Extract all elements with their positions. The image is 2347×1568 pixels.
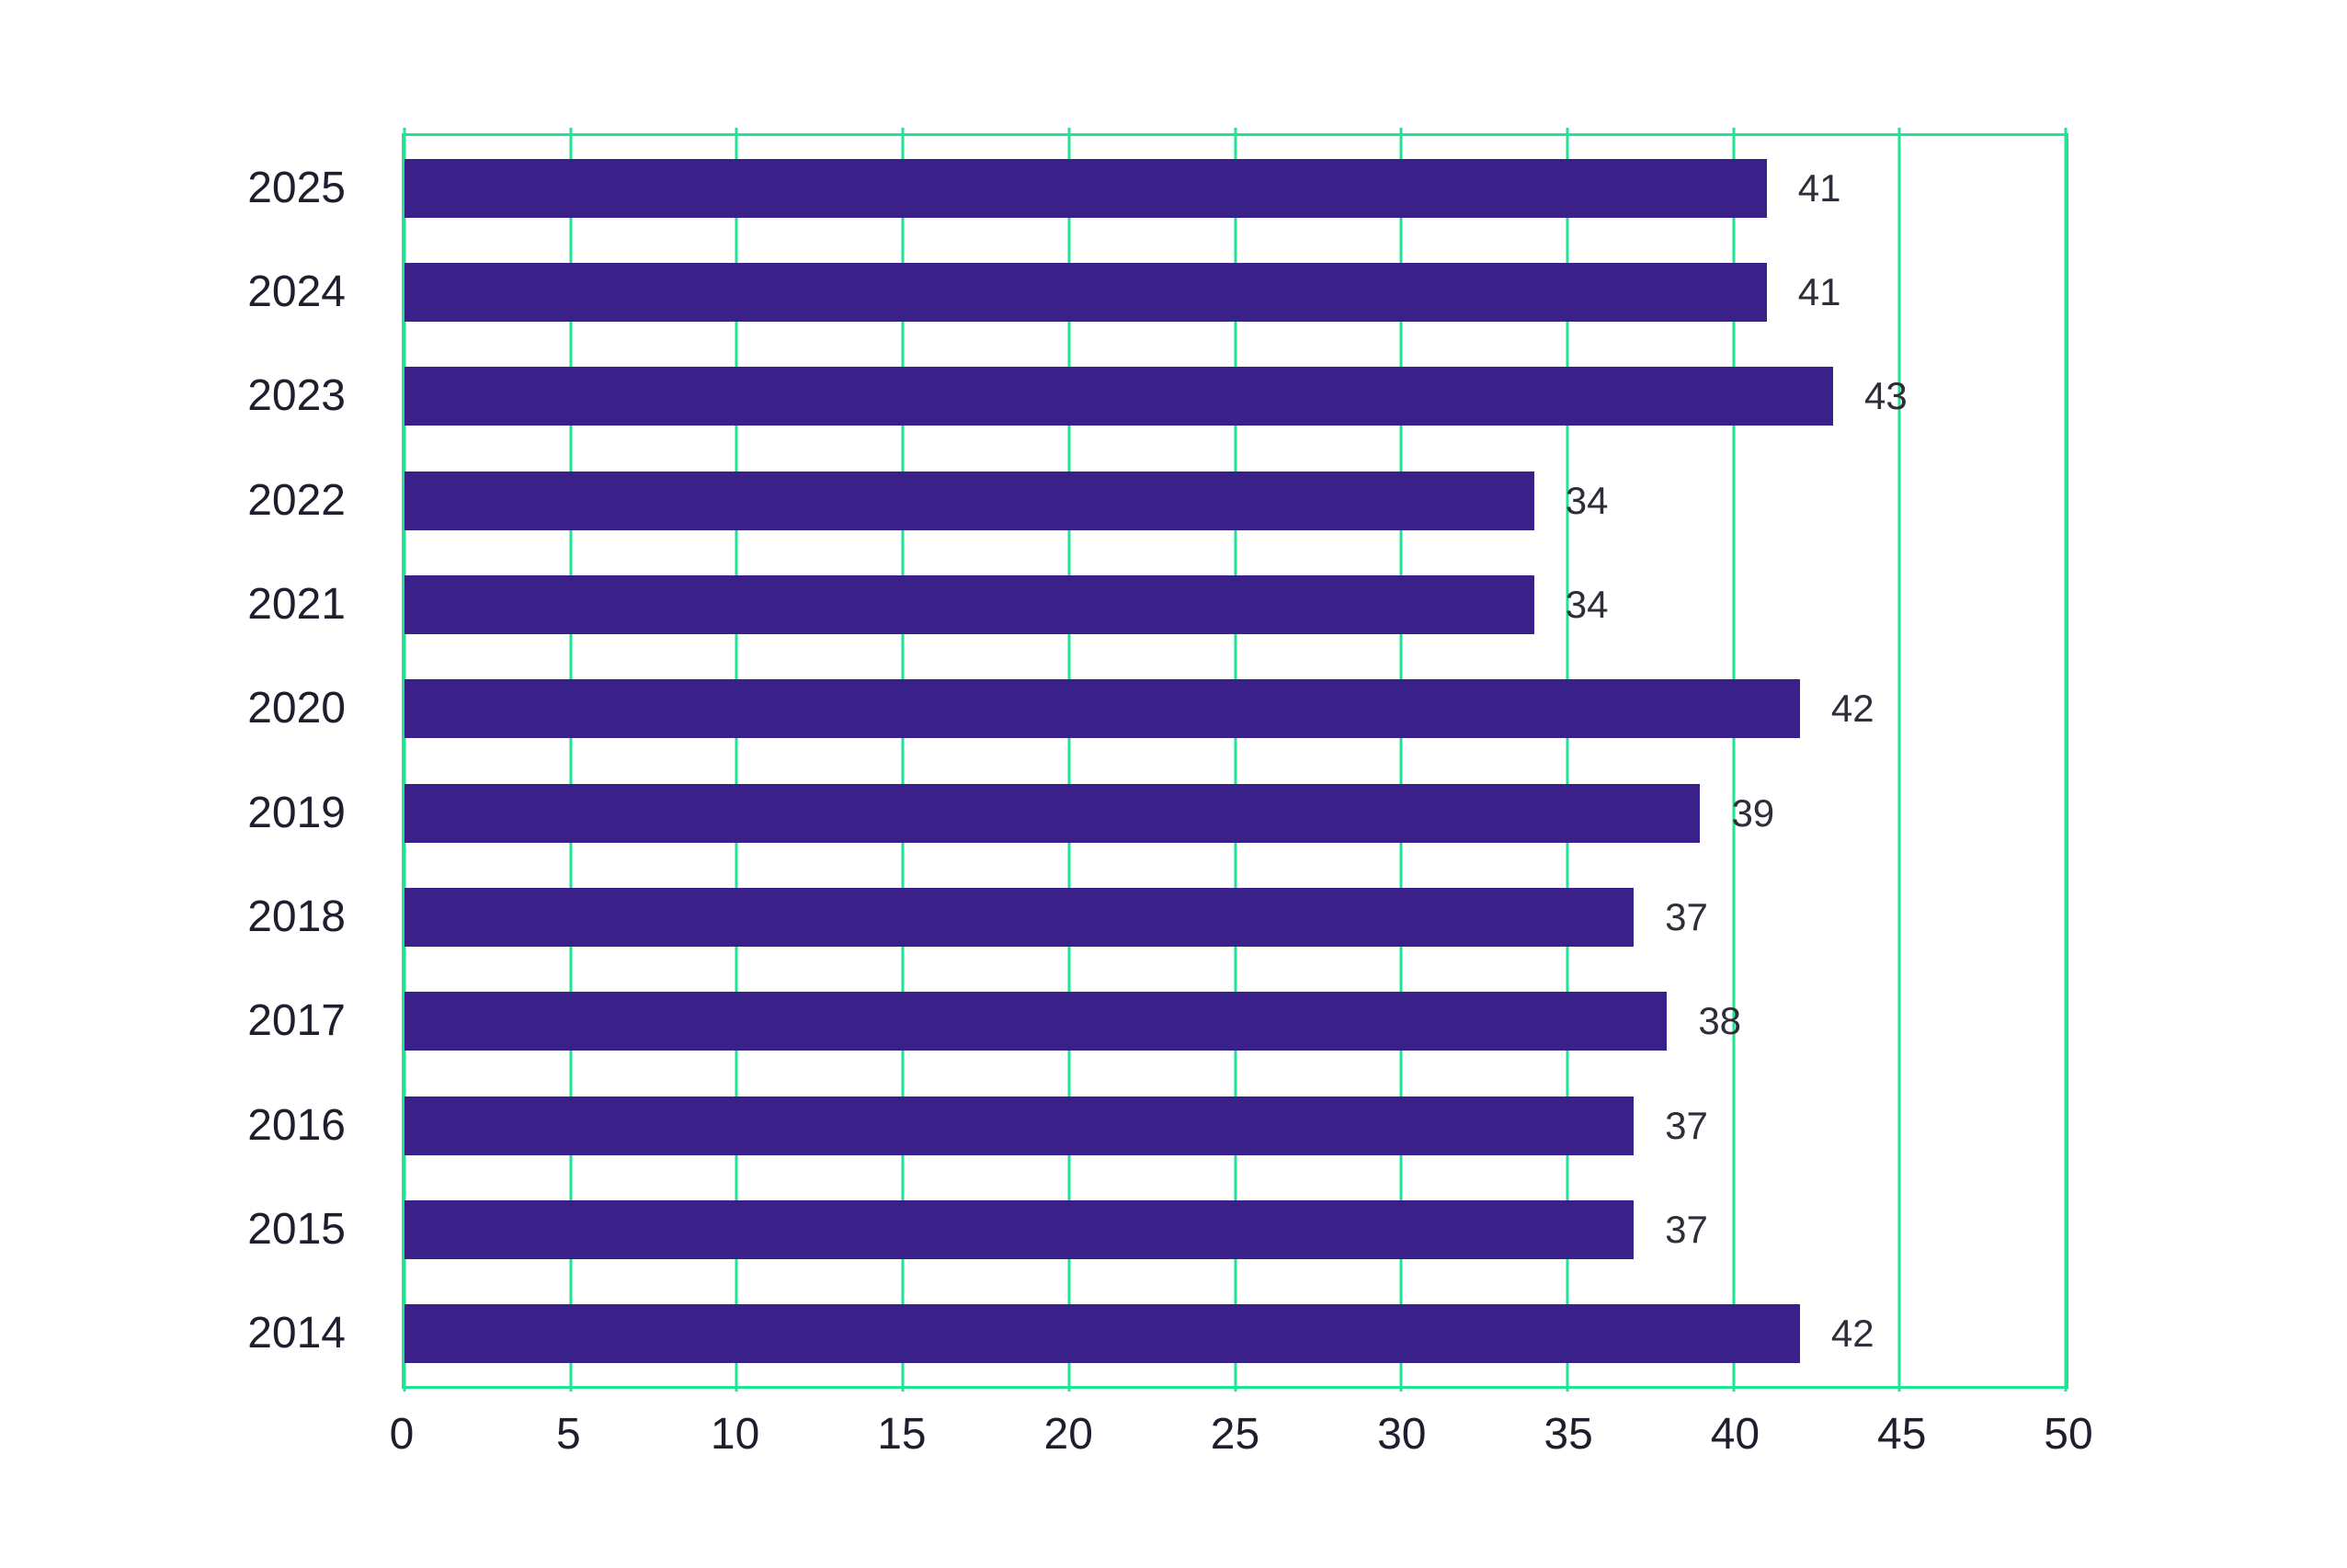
x-axis-tick-label: 30 bbox=[1377, 1410, 1427, 1459]
bar-value-label: 41 bbox=[1797, 165, 1841, 210]
gridline bbox=[1067, 128, 1071, 1392]
bar-rows: 2025 41 2024 41 2023 43 2022 34 2021 34 2020 42 2019… bbox=[247, 136, 2066, 1386]
y-axis-label: 2023 bbox=[247, 371, 346, 421]
bar-value-label: 37 bbox=[1665, 1207, 1708, 1251]
gridline bbox=[1732, 128, 1736, 1392]
gridline bbox=[1234, 128, 1236, 1392]
bar bbox=[404, 1304, 1800, 1364]
y-axis-label: 2018 bbox=[247, 892, 346, 941]
y-axis-label: 2017 bbox=[247, 996, 346, 1046]
bar bbox=[404, 471, 1534, 530]
bar-row: 2018 37 bbox=[247, 865, 2066, 969]
x-axis-tick-label: 5 bbox=[555, 1410, 581, 1459]
gridline bbox=[735, 128, 738, 1392]
x-axis-tick-label: 40 bbox=[1710, 1410, 1760, 1459]
gridline bbox=[569, 128, 573, 1392]
plot-area: 2025 41 2024 41 2023 43 2022 34 2021 34 2020 42 2019… bbox=[247, 128, 2068, 1392]
bar-value-label: 37 bbox=[1665, 894, 1708, 938]
gridline bbox=[901, 128, 905, 1392]
bar bbox=[404, 1096, 1635, 1155]
bar bbox=[404, 574, 1534, 634]
x-axis: 0 5 10 15 20 25 30 35 40 45 50 bbox=[390, 1389, 2093, 1499]
bar-row: 2021 34 bbox=[247, 552, 2066, 656]
bar-value-label: 34 bbox=[1565, 582, 1609, 626]
bar-value-label: 39 bbox=[1731, 790, 1775, 835]
x-axis-tick-label: 10 bbox=[710, 1410, 760, 1459]
y-axis-label: 2020 bbox=[247, 684, 346, 733]
bar-row: 2015 37 bbox=[247, 1177, 2066, 1281]
x-axis-tick-label: 45 bbox=[1876, 1410, 1927, 1459]
bar bbox=[404, 783, 1701, 843]
y-axis-label: 2022 bbox=[247, 475, 346, 525]
gridline bbox=[2064, 128, 2068, 1392]
bar bbox=[404, 262, 1767, 322]
bar-value-label: 42 bbox=[1830, 1312, 1874, 1356]
bar-value-label: 34 bbox=[1565, 478, 1609, 522]
gridlines bbox=[403, 128, 2068, 1392]
y-axis-label: 2019 bbox=[247, 788, 346, 837]
gridline bbox=[1897, 128, 1901, 1392]
bar-row: 2017 38 bbox=[247, 970, 2066, 1074]
bar-value-label: 43 bbox=[1864, 374, 1908, 418]
bar bbox=[404, 992, 1668, 1051]
bar-row: 2019 39 bbox=[247, 761, 2066, 865]
bar bbox=[404, 887, 1635, 947]
x-axis-tick-label: 50 bbox=[2044, 1410, 2093, 1459]
bar-value-label: 37 bbox=[1665, 1103, 1708, 1147]
bar-row: 2025 41 bbox=[247, 136, 2066, 240]
gridline bbox=[403, 128, 406, 1392]
y-axis-label: 2021 bbox=[247, 579, 346, 629]
x-axis-tick-label: 35 bbox=[1544, 1410, 1593, 1459]
bar bbox=[404, 1199, 1635, 1259]
x-axis-tick-label: 0 bbox=[389, 1410, 415, 1459]
x-axis-tick-label: 15 bbox=[877, 1410, 927, 1459]
bar bbox=[404, 367, 1834, 426]
gridline bbox=[1399, 128, 1403, 1392]
bar-value-label: 38 bbox=[1698, 999, 1742, 1043]
bar-row: 2024 41 bbox=[247, 240, 2066, 344]
bar bbox=[404, 679, 1800, 739]
bar-row: 2014 42 bbox=[247, 1282, 2066, 1386]
y-axis-label: 2015 bbox=[247, 1204, 346, 1254]
y-axis-label: 2014 bbox=[247, 1309, 346, 1358]
y-axis-label: 2024 bbox=[247, 267, 346, 316]
bar-row: 2022 34 bbox=[247, 449, 2066, 552]
y-axis-label: 2016 bbox=[247, 1100, 346, 1150]
bar-row: 2023 43 bbox=[247, 345, 2066, 449]
bar-value-label: 42 bbox=[1830, 687, 1874, 731]
x-axis-tick-label: 20 bbox=[1043, 1410, 1093, 1459]
gridline bbox=[1566, 128, 1569, 1392]
bar bbox=[404, 158, 1767, 218]
bar-row: 2016 37 bbox=[247, 1074, 2066, 1177]
bar-value-label: 41 bbox=[1797, 269, 1841, 313]
x-axis-tick-label: 25 bbox=[1210, 1410, 1260, 1459]
bar-row: 2020 42 bbox=[247, 657, 2066, 761]
y-axis-label: 2025 bbox=[247, 163, 346, 212]
